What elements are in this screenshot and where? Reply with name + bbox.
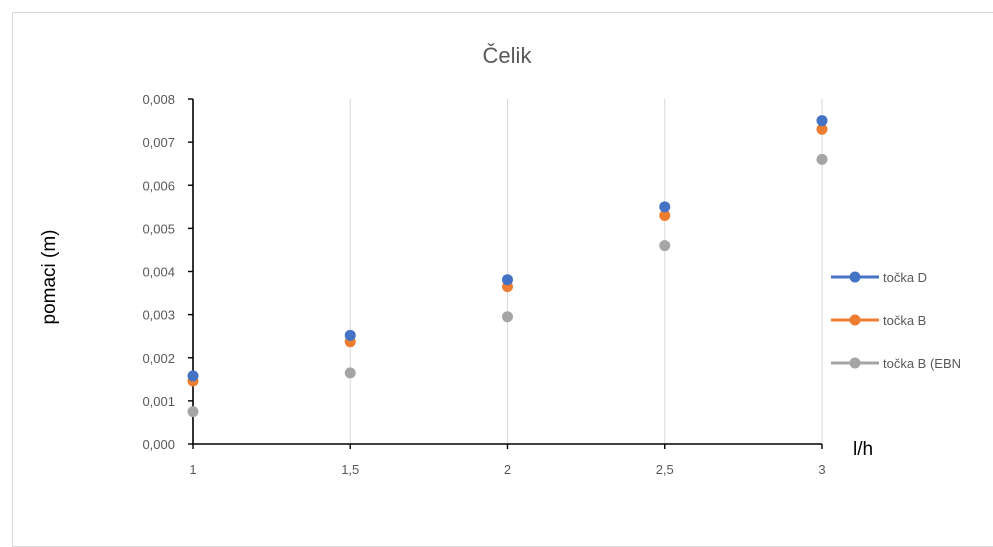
- data-point-1: [816, 115, 828, 127]
- legend-label-1: točka D: [883, 270, 927, 285]
- y-tick-label: 0,003: [142, 308, 175, 323]
- chart-frame: Čelik 0,000 0,001 0,002 0,003 0,004 0,005 0,00…: [12, 12, 993, 547]
- legend: točka D točka B točka B (EBN: [831, 270, 961, 371]
- grid-layer: [349, 99, 823, 444]
- y-tick-label: 0,004: [142, 265, 175, 280]
- legend-label-2: točka B: [883, 313, 926, 328]
- x-tick-label: 1,5: [341, 462, 359, 477]
- y-tick-label: 0,008: [142, 92, 175, 107]
- chart-svg: Čelik 0,0000,0010,0020,0030,0040,0050,00…: [39, 43, 961, 477]
- x-tick-label: 2: [504, 462, 511, 477]
- x-axis-title: l/h: [853, 439, 873, 460]
- y-tick-label: 0,000: [142, 437, 175, 452]
- data-point-1: [502, 274, 513, 286]
- data-point-3: [659, 240, 671, 252]
- data-point-3: [187, 406, 199, 418]
- chart-title: Čelik: [483, 43, 533, 68]
- data-point-2: [816, 123, 828, 135]
- legend-label-3: točka B (EBN: [883, 356, 961, 371]
- y-tick-label: 0,006: [142, 178, 175, 193]
- data-point-2: [659, 209, 671, 221]
- y-tick-label: 0,005: [142, 221, 175, 236]
- tick-label-layer: 0,000 0,001 0,002 0,003 0,004 0,005 0,006 0,007…: [142, 92, 825, 477]
- legend-marker-1: [849, 271, 861, 283]
- y-tick-label: 0,007: [142, 135, 175, 150]
- data-point-layer: [187, 115, 828, 418]
- data-point-3: [502, 311, 513, 323]
- legend-marker-2: [849, 314, 861, 326]
- axis-layer: [188, 98, 823, 449]
- y-axis-title: pomaci (m): [39, 229, 60, 324]
- x-tick-label: 1: [189, 462, 196, 477]
- data-point-1: [344, 329, 356, 341]
- legend-marker-3: [849, 357, 861, 369]
- x-tick-label: 3: [818, 462, 825, 477]
- data-point-3: [344, 367, 356, 379]
- y-tick-label: 0,002: [142, 351, 175, 366]
- data-point-1: [659, 201, 671, 213]
- data-point-1: [187, 370, 199, 382]
- data-point-3: [816, 153, 828, 165]
- x-tick-label: 2,5: [656, 462, 674, 477]
- y-tick-label: 0,001: [142, 394, 175, 409]
